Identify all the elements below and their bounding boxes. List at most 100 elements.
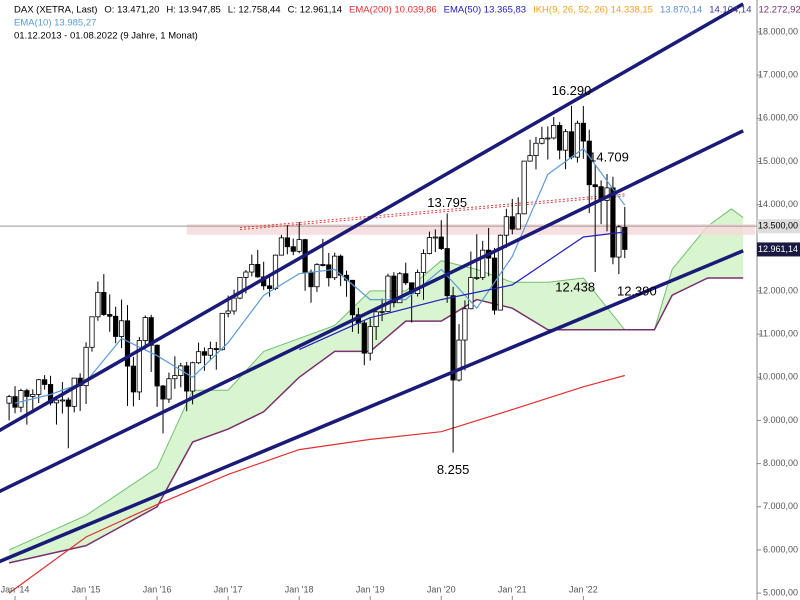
- x-tick-label: Jan '21: [498, 584, 527, 594]
- candle-body: [414, 272, 421, 294]
- candle-body: [509, 216, 515, 230]
- header-item: EMA(10) 13.985,27: [14, 18, 96, 29]
- candle-body: [278, 237, 285, 256]
- candle-body: [195, 351, 202, 364]
- y-tick-label: 16.000,00: [758, 113, 798, 123]
- candle-body: [59, 399, 65, 402]
- candle-body: [474, 277, 480, 279]
- y-tick-label: 17.000,00: [758, 69, 798, 79]
- annotation: 12.390: [617, 284, 657, 299]
- candle-body: [201, 351, 208, 356]
- x-tick-label: Jan '15: [72, 584, 101, 594]
- candle-body: [326, 264, 332, 279]
- candle-body: [166, 378, 172, 400]
- candle-body: [361, 322, 367, 354]
- header-item: L: 12.758,44: [228, 5, 281, 16]
- cloud-lower: [8, 277, 744, 564]
- header-item: O: 13.471,20: [104, 5, 159, 16]
- candle-body: [237, 277, 243, 299]
- header-item: 13.870,14: [660, 5, 702, 16]
- header-item: H: 13.947,85: [166, 5, 220, 16]
- annotation: 8.255: [437, 462, 470, 477]
- candle-body: [184, 365, 190, 392]
- candle-body: [592, 184, 598, 188]
- candle-body: [83, 346, 89, 387]
- candle-body: [545, 137, 551, 140]
- candle-body: [231, 297, 237, 312]
- candle-body: [142, 317, 148, 341]
- candle-body: [243, 271, 249, 278]
- candle-body: [557, 124, 563, 151]
- resistance-line: [239, 193, 625, 229]
- price-tag-label: 13.500,00: [758, 221, 798, 231]
- x-tick-label: Jan '17: [214, 584, 243, 594]
- candle-body: [101, 292, 107, 315]
- candle-body: [349, 279, 356, 316]
- candle-body: [462, 308, 468, 341]
- candle-body: [491, 257, 498, 311]
- annotation: 13.795: [427, 195, 467, 210]
- candle-body: [527, 155, 533, 162]
- candle-body: [367, 326, 373, 354]
- candle-body: [154, 344, 160, 387]
- x-tick-label: Jan '22: [569, 584, 598, 594]
- candle-body: [118, 320, 125, 337]
- axis-area: 5.000,00 6.000,00 7.000,00 8.000,00 9.000,00…: [756, 0, 800, 600]
- candle-body: [432, 236, 438, 239]
- candle-body: [426, 237, 433, 254]
- y-tick-label: 11.000,00: [759, 328, 798, 338]
- resistance-zone: [186, 224, 756, 235]
- candle-body: [249, 263, 255, 273]
- candle-body: [480, 249, 486, 278]
- candle-body: [610, 187, 616, 258]
- y-tick-label: 9.000,00: [763, 415, 798, 425]
- annotation: 12.438: [555, 279, 595, 294]
- candle-body: [213, 348, 219, 351]
- candle-body: [308, 271, 314, 288]
- candle-body: [42, 379, 48, 385]
- candle-body: [551, 124, 557, 139]
- candle-body: [456, 339, 462, 381]
- candle-body: [515, 213, 521, 230]
- candle-body: [130, 365, 137, 393]
- candle-body: [53, 399, 60, 404]
- header-item: DAX (XETRA, Last): [14, 5, 97, 16]
- plot-area: 16.290 14.709 13.795 12.438 12.390 8.255 Jan '…: [0, 2, 757, 600]
- candle-body: [30, 394, 36, 397]
- header-item: EMA(50) 13.365,83: [444, 5, 526, 16]
- candle-body: [219, 312, 225, 351]
- annotation: 14.709: [589, 149, 629, 164]
- candle-body: [580, 122, 586, 142]
- candle-body: [403, 273, 409, 284]
- candle-body: [136, 340, 142, 393]
- x-tick-label: Jan '16: [143, 584, 172, 594]
- y-tick-label: 18.000,00: [758, 26, 798, 36]
- candle-body: [124, 320, 131, 367]
- price-tag: [757, 242, 800, 257]
- candle-body: [314, 264, 320, 288]
- candle-body: [18, 390, 24, 408]
- candle-body: [385, 275, 391, 312]
- y-tick-label: 7.000,00: [763, 501, 798, 511]
- candle-body: [450, 295, 456, 381]
- header-item: 14.104,14: [709, 5, 751, 16]
- candle-body: [332, 255, 338, 279]
- candle-body: [113, 315, 119, 337]
- candle-body: [574, 122, 581, 158]
- candle-body: [160, 385, 166, 400]
- candle-body: [89, 316, 95, 348]
- candle-body: [438, 236, 444, 249]
- candle-body: [521, 160, 527, 215]
- axis-background: [757, 0, 800, 600]
- candle-body: [225, 310, 231, 314]
- candle-body: [616, 226, 622, 258]
- candle-body: [503, 216, 509, 236]
- x-tick-label: Jan '14: [1, 584, 30, 594]
- trend-line: [0, 249, 744, 564]
- ichimoku-cloud: [9, 208, 744, 563]
- candle-body: [65, 399, 71, 407]
- candle-body: [562, 131, 569, 151]
- header-item: 01.12.2013 - 01.08.2022 (9 Jahre, 1 Mona…: [14, 31, 198, 42]
- candle-body: [36, 379, 42, 395]
